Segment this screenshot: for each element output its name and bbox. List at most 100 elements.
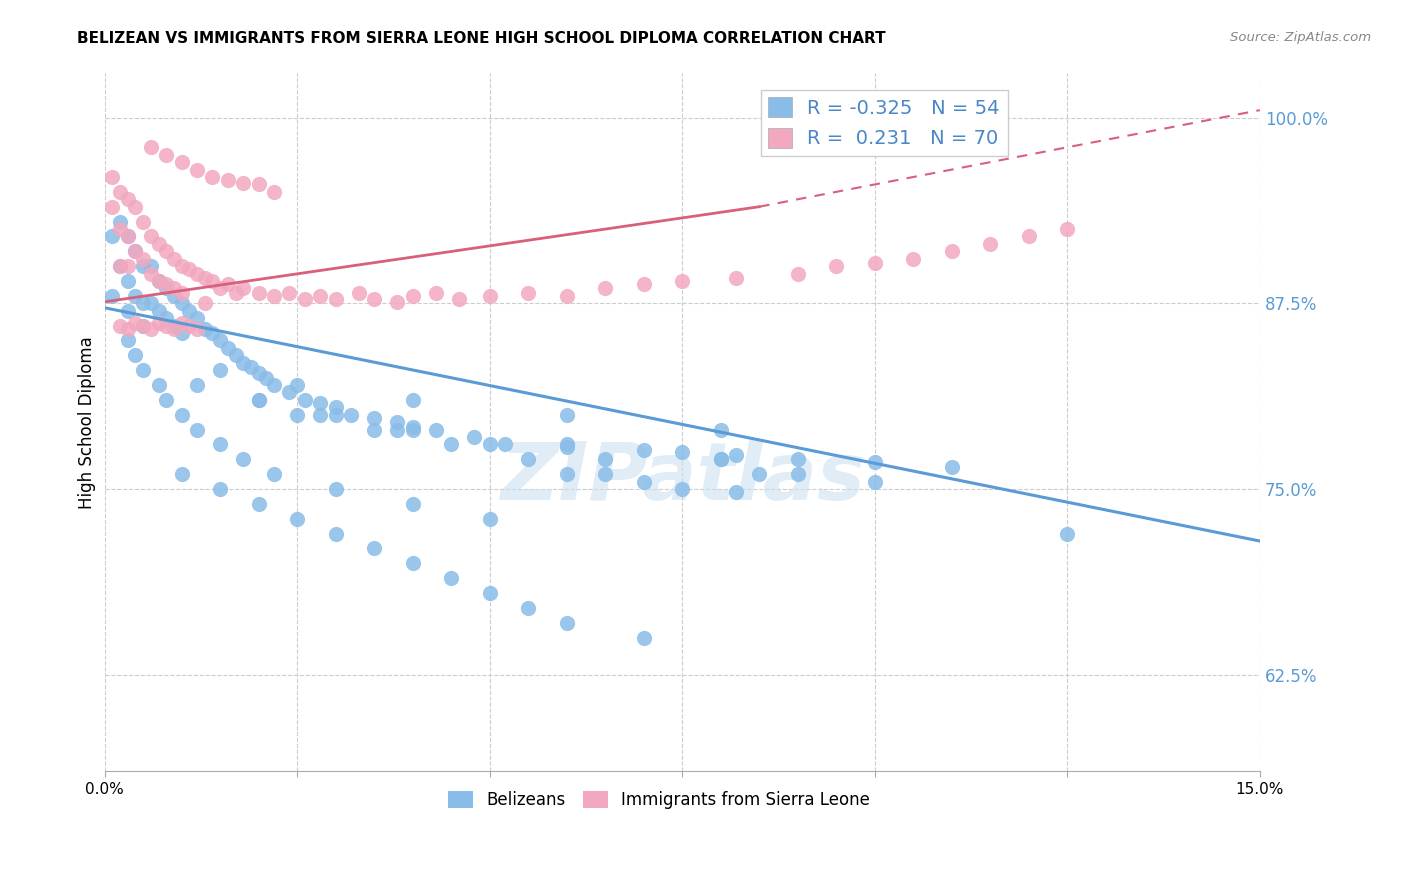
Point (148, 303, 170, 318)
Point (387, 415, 409, 429)
Point (232, 176, 254, 190)
Point (132, 214, 155, 228)
Point (170, 467, 193, 482)
Point (555, 615, 578, 630)
Point (710, 452, 733, 467)
Point (309, 289, 332, 303)
Point (517, 285, 540, 300)
Point (309, 396, 332, 410)
Point (139, 267, 162, 281)
Point (247, 285, 270, 300)
Point (124, 244, 146, 259)
Point (108, 214, 131, 228)
Point (108, 259, 131, 273)
Point (209, 363, 232, 377)
Point (941, 459, 963, 474)
Point (170, 316, 193, 330)
Point (155, 311, 177, 326)
Point (155, 281, 177, 295)
Point (163, 321, 186, 335)
Point (593, 467, 616, 482)
Point (478, 437, 501, 451)
Point (325, 401, 347, 415)
Point (186, 378, 208, 392)
Point (294, 292, 316, 306)
Point (263, 378, 285, 392)
Point (725, 448, 748, 462)
Point (155, 392, 177, 407)
Point (217, 277, 239, 291)
Point (209, 437, 232, 451)
Point (325, 482, 347, 496)
Point (117, 321, 139, 335)
Point (363, 292, 385, 306)
Point (201, 274, 224, 288)
Point (555, 437, 578, 451)
Point (179, 318, 201, 333)
Point (101, 289, 124, 303)
Point (170, 296, 193, 310)
Point (155, 277, 177, 291)
Point (148, 316, 170, 330)
Point (132, 259, 155, 273)
Point (786, 452, 808, 467)
Point (117, 229, 139, 244)
Point (148, 274, 170, 288)
Point (425, 423, 447, 437)
Point (232, 452, 254, 467)
Point (139, 321, 162, 335)
Point (825, 259, 848, 273)
Point (555, 467, 578, 482)
Point (425, 285, 447, 300)
Point (710, 452, 733, 467)
Point (132, 318, 155, 333)
Point (263, 467, 285, 482)
Point (148, 378, 170, 392)
Point (232, 356, 254, 370)
Point (132, 363, 155, 377)
Point (402, 392, 425, 407)
Point (179, 262, 201, 277)
Point (478, 586, 501, 600)
Point (786, 467, 808, 482)
Point (163, 281, 186, 295)
Point (478, 512, 501, 526)
Point (239, 360, 262, 375)
Point (748, 467, 770, 482)
Point (194, 321, 217, 335)
Point (108, 318, 131, 333)
Point (101, 169, 124, 184)
Point (671, 482, 693, 496)
Point (463, 430, 485, 444)
Point (402, 423, 425, 437)
Point (863, 455, 886, 469)
Point (402, 419, 425, 434)
Point (363, 410, 385, 425)
Point (194, 296, 217, 310)
Point (710, 423, 733, 437)
Point (225, 348, 247, 362)
Point (555, 289, 578, 303)
Point (148, 236, 170, 251)
Point (132, 318, 155, 333)
Point (1056, 526, 1078, 541)
Point (186, 423, 208, 437)
Point (170, 155, 193, 169)
Point (179, 303, 201, 318)
Point (194, 271, 217, 285)
Point (387, 423, 409, 437)
Point (671, 445, 693, 459)
Point (101, 229, 124, 244)
Point (247, 392, 270, 407)
Point (309, 408, 332, 422)
Point (633, 475, 655, 489)
Point (517, 601, 540, 615)
Point (440, 571, 463, 585)
Point (117, 229, 139, 244)
Point (163, 318, 186, 333)
Point (201, 326, 224, 340)
Point (440, 437, 463, 451)
Point (217, 341, 239, 355)
Point (155, 147, 177, 161)
Point (494, 437, 516, 451)
